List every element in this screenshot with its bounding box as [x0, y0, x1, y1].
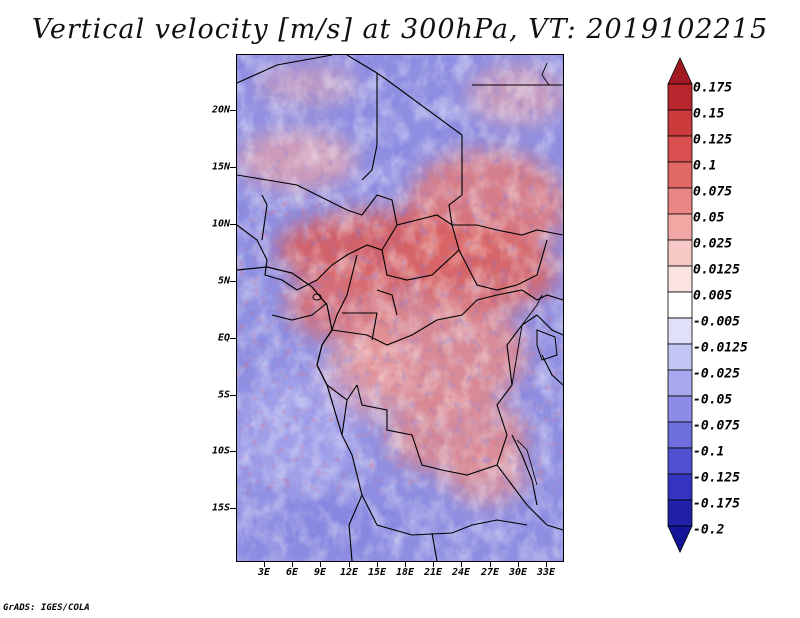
- map-panel: [236, 54, 564, 562]
- colorbar-bin: [667, 83, 693, 111]
- colorbar-label: -0.025: [693, 366, 740, 382]
- lon-label-6e: 6E: [285, 567, 299, 578]
- lon-label-9e: 9E: [313, 567, 327, 578]
- lon-tick: [433, 562, 434, 567]
- colorbar-bin: [667, 395, 693, 423]
- country-borders: [237, 55, 563, 561]
- lon-label-33e: 33E: [536, 567, 556, 578]
- lon-label-30e: 30E: [508, 567, 528, 578]
- lon-label-15e: 15E: [367, 567, 387, 578]
- lon-tick: [490, 562, 491, 567]
- colorbar-label: 0.075: [693, 184, 733, 200]
- colorbar-bin: [667, 473, 693, 501]
- lon-tick: [320, 562, 321, 567]
- colorbar-bin: [667, 525, 693, 553]
- colorbar-label: -0.1: [693, 444, 725, 460]
- lon-label-27e: 27E: [480, 567, 500, 578]
- plot-title: Vertical velocity [m/s] at 300hPa, VT: 2…: [31, 14, 769, 45]
- lon-label-12e: 12E: [339, 567, 359, 578]
- lon-tick: [349, 562, 350, 567]
- colorbar-label: -0.075: [693, 418, 740, 434]
- lon-label-3e: 3E: [257, 567, 271, 578]
- lat-label-eq: EQ: [217, 332, 230, 344]
- colorbar-label: -0.2: [693, 522, 725, 538]
- colorbar-label: 0.175: [693, 80, 733, 96]
- lat-label-20n: 20N: [211, 104, 230, 116]
- colorbar-bin: [667, 109, 693, 137]
- colorbar-bin: [667, 421, 693, 449]
- colorbar-label: 0.005: [693, 288, 733, 304]
- colorbar-bin: [667, 57, 693, 85]
- grads-credit: GrADS: IGES/COLA: [3, 603, 90, 613]
- lon-label-18e: 18E: [395, 567, 415, 578]
- colorbar-bin: [667, 265, 693, 293]
- lat-tick: [230, 110, 236, 111]
- lat-tick: [230, 508, 236, 509]
- lat-label-5s: 5S: [217, 389, 230, 401]
- lon-tick: [264, 562, 265, 567]
- lat-label-5n: 5N: [217, 275, 230, 287]
- lat-label-10s: 10S: [211, 445, 230, 457]
- velocity-field: [237, 55, 563, 561]
- colorbar-bin: [667, 291, 693, 319]
- colorbar-bin: [667, 239, 693, 267]
- lat-label-15n: 15N: [211, 161, 230, 173]
- lat-tick: [230, 395, 236, 396]
- colorbar-label: -0.0125: [693, 340, 748, 356]
- colorbar-label: 0.125: [693, 132, 733, 148]
- lon-tick: [377, 562, 378, 567]
- colorbar-label: -0.05: [693, 392, 733, 408]
- colorbar-label: -0.005: [693, 314, 740, 330]
- colorbar-label: 0.05: [693, 210, 725, 226]
- colorbar-label: 0.025: [693, 236, 733, 252]
- colorbar-bin: [667, 343, 693, 371]
- colorbar-label: 0.0125: [693, 262, 740, 278]
- lat-tick: [230, 224, 236, 225]
- lat-tick: [230, 167, 236, 168]
- lon-tick: [518, 562, 519, 567]
- lon-label-24e: 24E: [451, 567, 471, 578]
- lon-label-21e: 21E: [423, 567, 443, 578]
- lon-tick: [461, 562, 462, 567]
- colorbar-bin: [667, 369, 693, 397]
- lat-tick: [230, 451, 236, 452]
- colorbar-bin: [667, 499, 693, 527]
- colorbar-bin: [667, 317, 693, 345]
- island-bioko: [312, 293, 322, 301]
- colorbar: [667, 57, 693, 553]
- colorbar-bin: [667, 187, 693, 215]
- lon-tick: [292, 562, 293, 567]
- lon-tick: [546, 562, 547, 567]
- colorbar-bin: [667, 213, 693, 241]
- colorbar-bin: [667, 161, 693, 189]
- lat-tick: [230, 338, 236, 339]
- lat-label-10n: 10N: [211, 218, 230, 230]
- colorbar-label: -0.175: [693, 496, 740, 512]
- lat-tick: [230, 281, 236, 282]
- colorbar-bin: [667, 447, 693, 475]
- lon-tick: [405, 562, 406, 567]
- colorbar-bin: [667, 135, 693, 163]
- colorbar-label: 0.15: [693, 106, 725, 122]
- colorbar-label: -0.125: [693, 470, 740, 486]
- coastline: [237, 266, 343, 436]
- lat-label-15s: 15S: [211, 502, 230, 514]
- colorbar-label: 0.1: [693, 158, 717, 174]
